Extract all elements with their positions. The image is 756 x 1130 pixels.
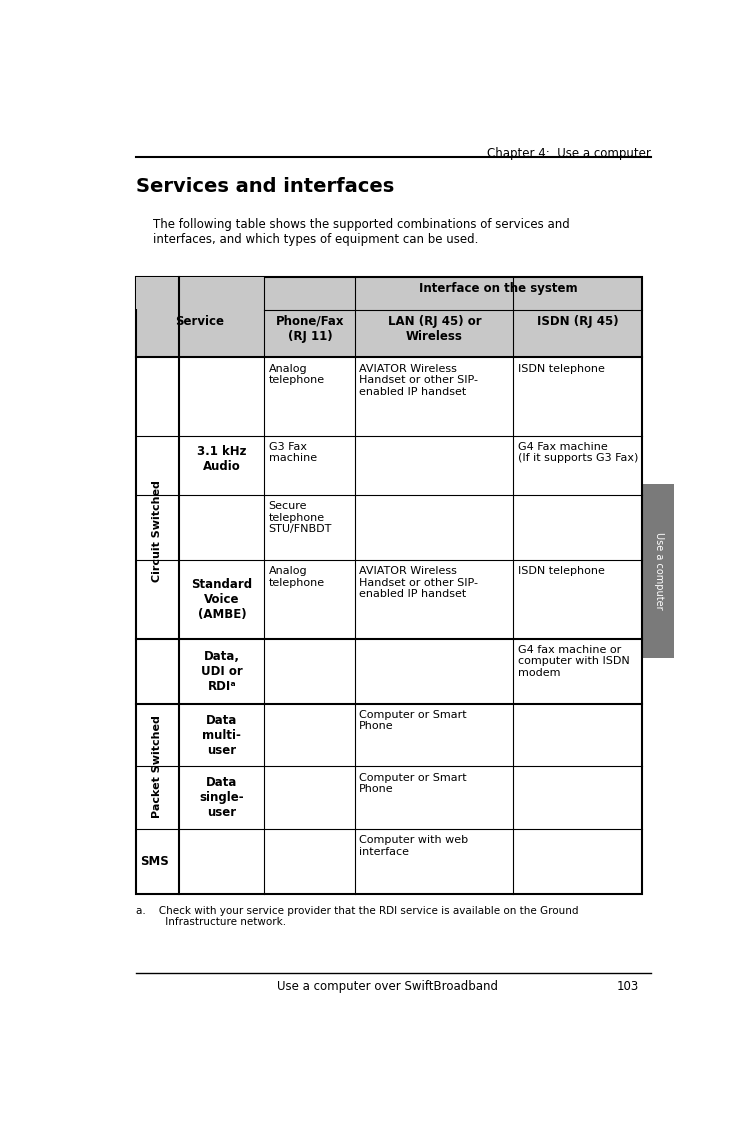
Text: Data,
UDI or
RDIᵃ: Data, UDI or RDIᵃ <box>201 650 243 693</box>
Text: Analog
telephone: Analog telephone <box>268 364 324 385</box>
Bar <box>135 310 643 357</box>
Text: Standard
Voice
(AMBE): Standard Voice (AMBE) <box>191 577 253 620</box>
Text: Chapter 4:  Use a computer: Chapter 4: Use a computer <box>487 147 651 160</box>
Text: Data
multi-
user: Data multi- user <box>203 714 241 757</box>
Text: Computer with web
interface: Computer with web interface <box>359 835 469 857</box>
Text: Use a computer: Use a computer <box>654 532 664 609</box>
Text: Data
single-
user: Data single- user <box>200 776 244 819</box>
Text: Services and interfaces: Services and interfaces <box>135 177 394 197</box>
Text: LAN (RJ 45) or
Wireless: LAN (RJ 45) or Wireless <box>388 315 481 342</box>
Bar <box>135 277 643 894</box>
Text: ISDN telephone: ISDN telephone <box>518 566 604 576</box>
Text: Packet Switched: Packet Switched <box>153 715 163 818</box>
Text: ISDN (RJ 45): ISDN (RJ 45) <box>537 315 618 328</box>
Text: Analog
telephone: Analog telephone <box>268 566 324 588</box>
Text: 3.1 kHz
Audio: 3.1 kHz Audio <box>197 445 246 472</box>
Text: AVIATOR Wireless
Handset or other SIP-
enabled IP handset: AVIATOR Wireless Handset or other SIP- e… <box>359 566 479 600</box>
Text: G4 fax machine or
computer with ISDN
modem: G4 fax machine or computer with ISDN mod… <box>518 644 629 678</box>
Text: Circuit Switched: Circuit Switched <box>153 480 163 582</box>
Text: Secure
telephone
STU/FNBDT: Secure telephone STU/FNBDT <box>268 501 332 534</box>
Bar <box>135 277 643 894</box>
Text: a.    Check with your service provider that the RDI service is available on the : a. Check with your service provider that… <box>135 905 578 928</box>
Text: Computer or Smart
Phone: Computer or Smart Phone <box>359 710 467 731</box>
Text: 103: 103 <box>617 980 640 992</box>
Text: Phone/Fax
(RJ 11): Phone/Fax (RJ 11) <box>276 315 344 342</box>
Text: Service: Service <box>175 315 225 328</box>
Bar <box>135 277 643 310</box>
Text: ISDN telephone: ISDN telephone <box>518 364 604 374</box>
Text: G3 Fax
machine: G3 Fax machine <box>268 442 317 463</box>
Text: AVIATOR Wireless
Handset or other SIP-
enabled IP handset: AVIATOR Wireless Handset or other SIP- e… <box>359 364 479 397</box>
Bar <box>178 829 181 894</box>
Bar <box>136 278 264 308</box>
Text: SMS: SMS <box>140 855 169 868</box>
Text: Use a computer over SwiftBroadband: Use a computer over SwiftBroadband <box>277 980 498 992</box>
Text: The following table shows the supported combinations of services and
interfaces,: The following table shows the supported … <box>153 218 570 246</box>
Text: Interface on the system: Interface on the system <box>420 281 578 295</box>
Text: Computer or Smart
Phone: Computer or Smart Phone <box>359 773 467 794</box>
Bar <box>643 484 674 658</box>
Text: G4 Fax machine
(If it supports G3 Fax): G4 Fax machine (If it supports G3 Fax) <box>518 442 638 463</box>
